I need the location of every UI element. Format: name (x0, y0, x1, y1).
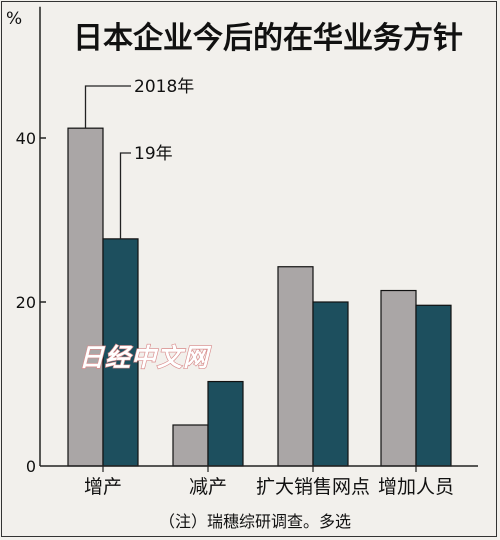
legend-leader-line (119, 152, 131, 239)
y-tick-label: 0 (26, 457, 36, 476)
chart-note: （注）瑞穗综研调查。多选 (159, 512, 351, 531)
bar-series2-1 (207, 380, 244, 467)
x-category-label: 减产 (189, 476, 227, 498)
x-category-label: 增加人员 (378, 476, 454, 498)
bar-series1-3 (380, 289, 417, 467)
y-tick-label: 20 (16, 293, 36, 312)
bar-series2-2 (312, 301, 349, 467)
bar-series1-2 (277, 266, 314, 467)
bar-series1-0 (67, 127, 104, 467)
x-category-label: 扩大销售网点 (256, 476, 370, 498)
bar-series2-0 (102, 238, 139, 467)
bar-series2-3 (415, 304, 452, 467)
watermark: 日经中文网 (79, 343, 212, 372)
legend-leader-line (84, 85, 131, 129)
bar-series1-1 (172, 424, 209, 467)
legend-label-series2: 19年 (134, 144, 173, 164)
y-tick-label: 40 (16, 129, 36, 148)
chart-title: 日本企业今后的在华业务方针 (73, 21, 463, 56)
y-axis-unit: % (6, 9, 22, 29)
legend-label-series1: 2018年 (134, 77, 194, 97)
x-category-label: 增产 (84, 476, 122, 498)
